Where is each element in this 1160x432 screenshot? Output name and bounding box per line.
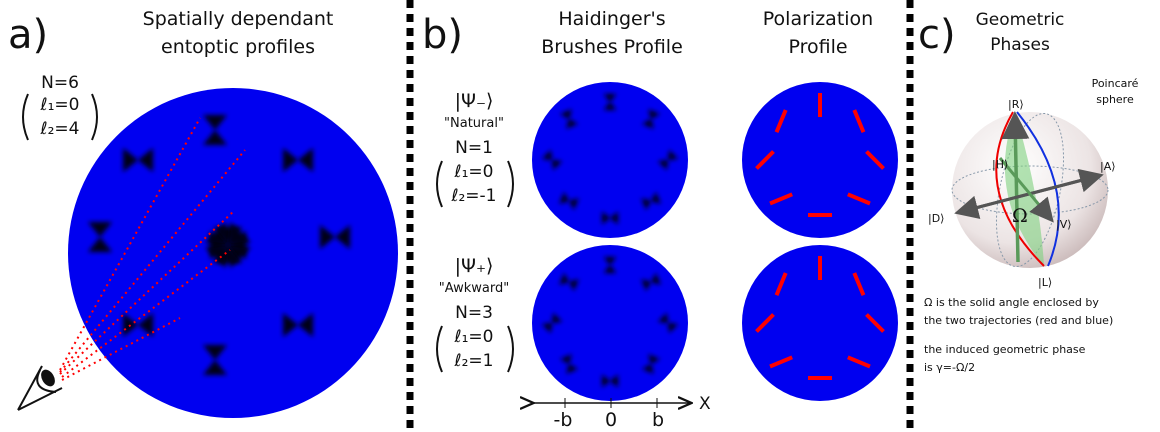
axis-tick-label: b (652, 409, 664, 431)
caption: is γ=-Ω/2 (924, 361, 975, 374)
sphere-title: sphere (1096, 93, 1134, 106)
caption: Ω is the solid angle enclosed by (924, 296, 1099, 309)
state-label: |V⟩ (1056, 218, 1072, 231)
omega-label: Ω (1012, 205, 1028, 227)
figure: a) Spatially dependant entoptic profiles… (0, 0, 1160, 432)
param: N=6 (41, 73, 79, 93)
param: ℓ₂=1 (454, 351, 494, 371)
axis-tick-label: 0 (605, 409, 617, 431)
panel-label: b) (422, 12, 463, 58)
state-ket: |Ψ₊⟩ (455, 255, 494, 277)
state-label: |D⟩ (928, 212, 944, 225)
states: |Ψ₋⟩ "Natural" N=1 ℓ₁=0 ℓ₂=-1 |Ψ₊⟩ "Awkward" N=… (437, 90, 513, 372)
column-title: Brushes Profile (541, 36, 683, 58)
axis-tick-label: -b (554, 409, 573, 431)
bracket (23, 94, 28, 140)
column-title: Polarization (763, 8, 873, 30)
param: ℓ₁=0 (454, 327, 494, 347)
panel-title: Phases (990, 35, 1050, 55)
caption: the two trajectories (red and blue) (924, 314, 1113, 327)
param: ℓ₂=-1 (450, 186, 496, 206)
caption: the induced geometric phase (924, 343, 1086, 356)
sphere-title: Poincaré (1092, 77, 1139, 90)
param: ℓ₁=0 (40, 95, 80, 115)
panel-title: entoptic profiles (161, 36, 315, 58)
param: ℓ₁=0 (454, 162, 494, 182)
state-name: "Awkward" (439, 281, 509, 296)
param: N=1 (455, 138, 493, 158)
bracket (437, 326, 442, 372)
axis-label: X (699, 394, 711, 414)
bracket (437, 161, 442, 207)
poincare-sphere (952, 107, 1108, 272)
bracket (508, 326, 513, 372)
column-title: Profile (788, 36, 847, 58)
panel-label: a) (8, 12, 48, 58)
bracket (508, 161, 513, 207)
state-ket: |Ψ₋⟩ (455, 90, 494, 112)
state-label: |A⟩ (1100, 160, 1116, 173)
state-name: "Natural" (444, 116, 504, 131)
panel-label: c) (918, 12, 956, 58)
param: N=3 (455, 303, 493, 323)
state-label: |H⟩ (992, 158, 1008, 171)
panel-title: Spatially dependant (143, 8, 334, 30)
state-label: |L⟩ (1038, 276, 1052, 289)
column-title: Haidinger's (558, 8, 665, 30)
eye-icon (18, 366, 62, 410)
param: ℓ₂=4 (40, 119, 80, 139)
bracket (92, 94, 97, 140)
state-label: |R⟩ (1008, 98, 1024, 111)
panel-title: Geometric (976, 10, 1065, 30)
